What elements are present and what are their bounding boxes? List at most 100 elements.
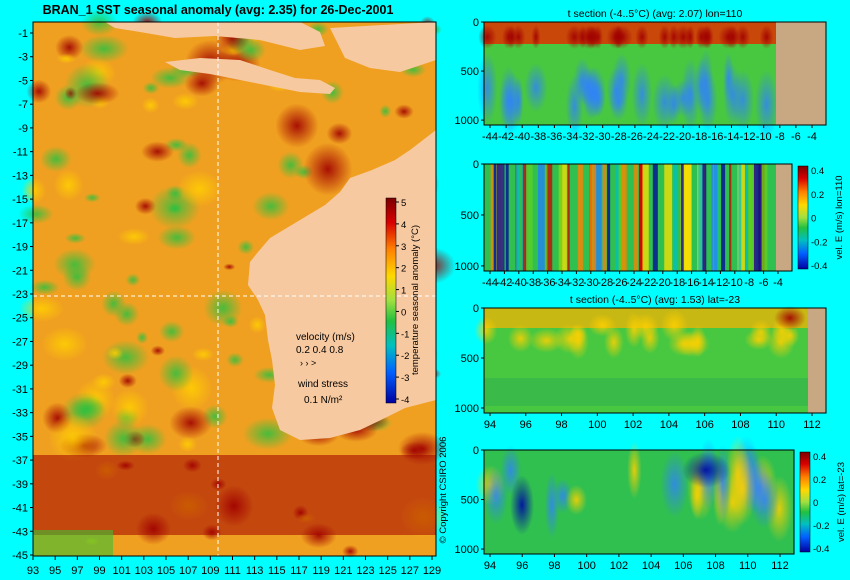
lon-tick-label: 93 — [27, 565, 39, 577]
lat-tick-label: -27 — [12, 336, 28, 348]
section-y-tick: 500 — [461, 66, 479, 78]
map-lon-ticks: 93 95 97 99 101 103 105 107 109 111 113 115 117 119 12… — [27, 556, 441, 577]
lon-tick-label: 129 — [423, 565, 441, 577]
section-land — [776, 164, 792, 271]
section-colorbar-tick: 0.4 — [811, 166, 824, 177]
lon-tick-label: 121 — [334, 565, 352, 577]
section-x-tick: 96 — [520, 419, 532, 431]
lat-tick-label: -31 — [12, 384, 28, 396]
section-colorbar-label: vel. E (m/s) lon=110 — [834, 175, 845, 259]
section-title: t section (-4..5°C) (avg: 1.53) lat=-23 — [570, 294, 740, 306]
section-land — [808, 308, 826, 413]
section-x-tick: 104 — [660, 419, 678, 431]
section-x-tick: 112 — [771, 560, 789, 572]
section-x-tick: -12 — [740, 131, 756, 143]
section-x-tick: -10 — [727, 277, 743, 289]
map-colorbar-tick: 0 — [401, 307, 406, 318]
section-x-tick: -42 — [498, 131, 514, 143]
lon-tick-label: 115 — [268, 565, 286, 577]
lat-tick-label: -37 — [12, 455, 28, 467]
map-colorbar-tick: -1 — [401, 329, 409, 340]
section-colorbar-tick: 0.2 — [811, 190, 824, 201]
section-x-tick: -38 — [530, 131, 546, 143]
section-colorbar-tick: -0.2 — [813, 521, 829, 532]
section-x-tick: 102 — [624, 419, 642, 431]
lon-tick-label: 111 — [224, 565, 241, 577]
lon-tick-label: 101 — [112, 565, 130, 577]
section-colorbar-tick: 0 — [813, 498, 818, 509]
section-y-tick: 500 — [461, 353, 479, 365]
section-y-tick: 500 — [461, 495, 479, 507]
map-colorbar: 5 4 3 2 1 0 -1 -2 -3 -4 temperature seasonal anom… — [385, 197, 421, 406]
lat-tick-label: -17 — [12, 218, 28, 230]
section-x-tick: -26 — [627, 131, 643, 143]
lat-tick-label: -5 — [18, 75, 28, 87]
lat-tick-label: -39 — [12, 479, 28, 491]
section-x-tick: -20 — [655, 277, 671, 289]
section-x-tick: 100 — [577, 560, 595, 572]
section-x-tick: -12 — [712, 277, 728, 289]
section-colorbar-tick: -0.4 — [811, 261, 827, 272]
section-y-tick: 0 — [473, 445, 479, 457]
section-title: t section (-4..5°C) (avg: 2.07) lon=110 — [568, 8, 743, 20]
section-y-tick: 0 — [473, 159, 479, 171]
section-panel-1: t section (-4..5°C) (avg: 2.07) lon=110 0… — [455, 8, 827, 143]
section-x-tick: -28 — [611, 131, 627, 143]
section-x-tick: 94 — [484, 419, 496, 431]
lat-tick-label: -43 — [12, 526, 28, 538]
lon-tick-label: 103 — [135, 565, 153, 577]
lat-tick-label: -3 — [18, 52, 28, 64]
land-java — [165, 58, 335, 94]
section-x-tick: -44 — [482, 131, 498, 143]
map-colorbar-tick: 2 — [401, 264, 406, 275]
section-x-tick: -36 — [540, 277, 556, 289]
map-colorbar-tick: 1 — [401, 286, 406, 297]
section-x-tick: -20 — [675, 131, 691, 143]
section-x-tick: -32 — [579, 131, 595, 143]
section-land — [776, 22, 826, 125]
lon-tick-label: 109 — [201, 565, 219, 577]
section-x-tick: -32 — [568, 277, 584, 289]
section-y-tick: 1000 — [455, 403, 479, 415]
section-x-tick: -44 — [482, 277, 498, 289]
section-panel-3: t section (-4..5°C) (avg: 1.53) lat=-23 0… — [455, 294, 827, 431]
land-borneo — [330, 22, 436, 72]
lat-tick-label: -15 — [12, 194, 28, 206]
section-x-tick: -14 — [698, 277, 714, 289]
lat-tick-label: -9 — [18, 123, 28, 135]
section-x-tick: 110 — [767, 419, 785, 431]
svg-text:› › >: › › > — [300, 358, 316, 368]
section-colorbar-tick: -0.4 — [813, 544, 829, 555]
section-colorbar — [799, 451, 811, 553]
section-x-tick: -42 — [496, 277, 512, 289]
lat-tick-label: -29 — [12, 360, 28, 372]
lat-tick-label: -19 — [12, 242, 28, 254]
section-x-tick: 106 — [674, 560, 692, 572]
map-colorbar-tick: 5 — [401, 198, 406, 209]
section-x-tick: -38 — [525, 277, 541, 289]
section-colorbar-tick: 0.4 — [813, 452, 826, 463]
section-x-tick: -40 — [511, 277, 527, 289]
map-colorbar-label: temperature seasonal anomaly (°C) — [410, 225, 421, 375]
lon-tick-label: 95 — [49, 565, 61, 577]
lon-tick-label: 99 — [93, 565, 105, 577]
lon-tick-label: 119 — [312, 565, 330, 577]
section-x-tick: -26 — [612, 277, 628, 289]
section-x-tick: 94 — [484, 560, 496, 572]
velocity-scale: 0.2 0.4 0.8 — [296, 345, 344, 356]
section-x-tick: 102 — [610, 560, 628, 572]
lat-tick-label: -33 — [12, 408, 28, 420]
lat-tick-label: -45 — [12, 550, 28, 562]
lon-tick-label: 97 — [71, 565, 83, 577]
section-x-tick: -34 — [554, 277, 570, 289]
land-sumatra — [105, 22, 325, 50]
section-x-tick: 100 — [588, 419, 606, 431]
section-x-tick: -14 — [724, 131, 740, 143]
section-x-tick: -16 — [707, 131, 723, 143]
lat-tick-label: -1 — [18, 28, 28, 40]
section-x-tick: 98 — [548, 560, 560, 572]
section-x-tick: -8 — [744, 277, 754, 289]
section-x-tick: -16 — [684, 277, 700, 289]
section-x-tick: 110 — [739, 560, 757, 572]
